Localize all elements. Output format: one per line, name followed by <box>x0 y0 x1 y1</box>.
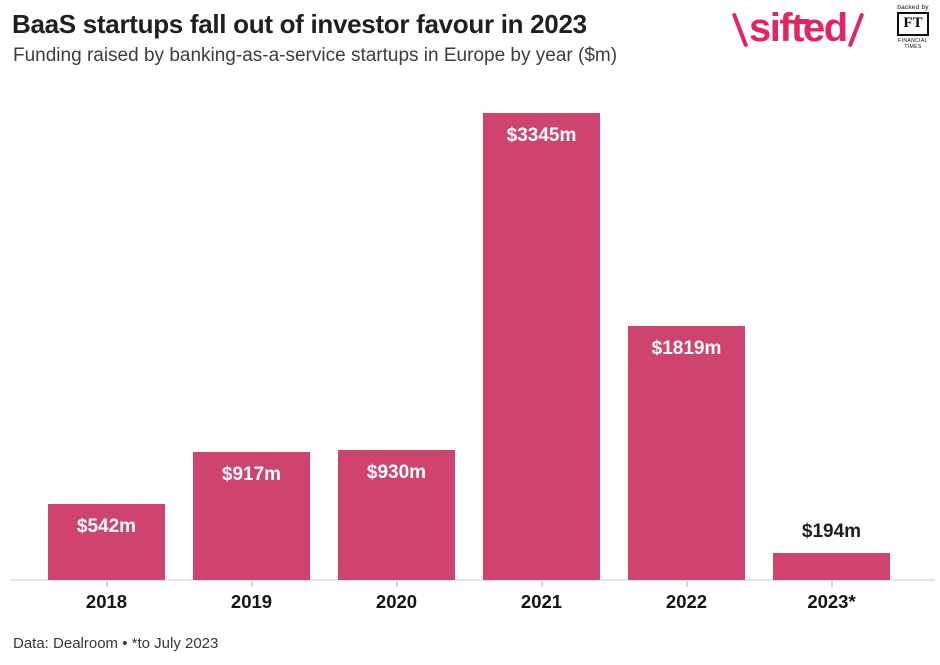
x-axis-label: 2022 <box>665 591 708 612</box>
logo-wordmark: sifted <box>747 8 849 52</box>
ft-times-label: TIMES <box>904 44 922 50</box>
bar-value-label: $542m <box>76 516 137 538</box>
bar-value-label: $194m <box>801 520 862 542</box>
bar-2021 <box>483 113 600 580</box>
ft-logo: FT <box>897 12 929 36</box>
backed-by-label: backed by <box>897 4 929 11</box>
x-axis-label: 2020 <box>375 591 418 612</box>
bar-2019 <box>193 451 310 580</box>
source-note: Data: Dealroom • *to July 2023 <box>13 635 219 652</box>
ft-financial-label: FINANCIAL <box>898 37 928 44</box>
bar-2022 <box>628 326 745 580</box>
x-axis-tick <box>540 581 543 587</box>
sifted-logo: sifted <box>731 6 865 54</box>
x-axis-label: 2019 <box>230 591 273 612</box>
bar-2020 <box>338 450 455 580</box>
x-axis-tick <box>105 581 108 587</box>
page-title: BaaS startups fall out of investor favou… <box>12 9 587 39</box>
ft-backed-by-badge: backed by FT FINANCIAL TIMES <box>893 4 933 51</box>
x-axis-label: 2018 <box>85 591 128 612</box>
ft-ligature-bar-icon <box>794 19 810 24</box>
x-axis-label: 2021 <box>520 591 563 612</box>
x-axis-tick <box>830 581 833 587</box>
x-axis-tick <box>685 581 688 587</box>
x-axis-label: 2023* <box>807 591 856 612</box>
bar-value-label: $3345m <box>506 125 577 146</box>
logo-wordmark-text: sifted <box>749 6 848 50</box>
bar-value-label: $930m <box>366 462 427 484</box>
bar-2018 <box>48 504 165 580</box>
x-axis-line <box>10 579 935 581</box>
bar-value-label: $1819m <box>651 338 722 360</box>
bar-value-label: $917m <box>221 463 282 485</box>
x-axis-tick <box>250 581 253 587</box>
x-axis-tick <box>395 581 398 587</box>
page-subtitle: Funding raised by banking-as-a-service s… <box>13 45 618 66</box>
bar-2023* <box>773 552 890 580</box>
